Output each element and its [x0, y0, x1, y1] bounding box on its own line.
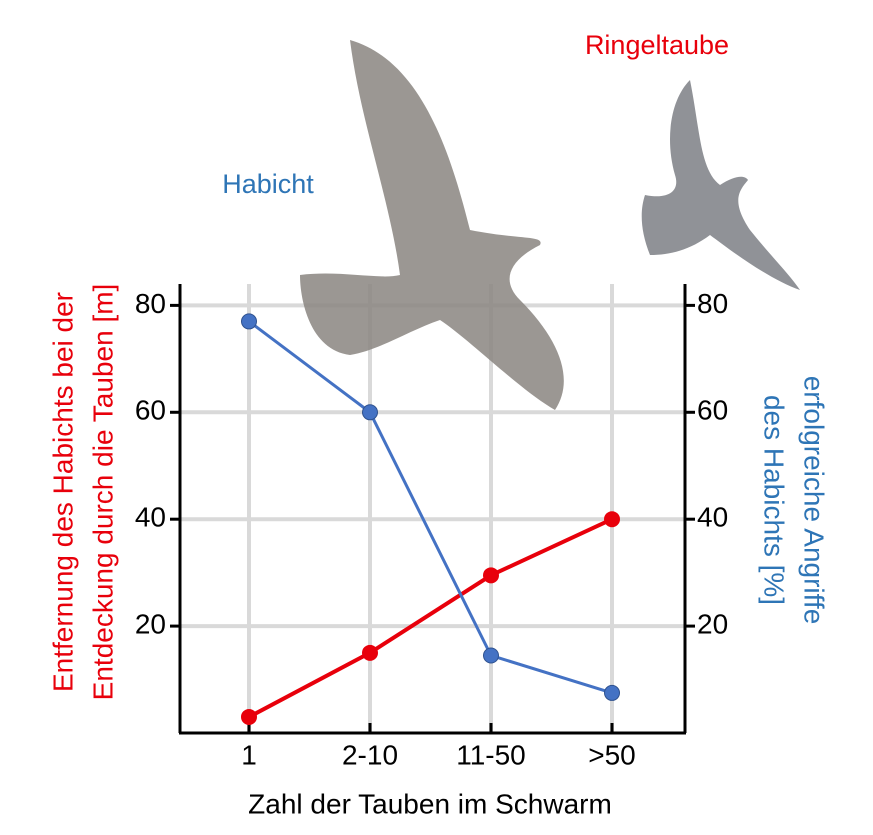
series-line — [248, 517, 613, 719]
data-point — [604, 684, 620, 701]
data-point — [483, 647, 499, 664]
hawk-illustration — [300, 40, 564, 410]
y2-tick-label: 40 — [697, 502, 728, 533]
series-line — [248, 320, 613, 695]
x-tick-label: 11-50 — [456, 739, 526, 770]
y-axis-label: Entdeckung durch die Tauben [m] — [87, 284, 118, 701]
y2-tick-label: 60 — [697, 395, 728, 426]
annotation: Habicht — [222, 169, 314, 199]
y-tick-label: 60 — [135, 395, 166, 426]
y-tick-label: 80 — [135, 288, 166, 319]
annotation: Ringeltaube — [585, 30, 729, 60]
plot-area — [180, 284, 685, 733]
y2-axis-label: erfolgreiche Angriffe — [799, 376, 830, 625]
x-tick-label: 1 — [241, 739, 257, 770]
pigeon-illustration — [641, 80, 800, 290]
y-axis-label: Entfernung des Habichts bei der — [47, 292, 78, 692]
data-point — [483, 567, 499, 584]
data-point — [362, 404, 378, 421]
y-tick-label: 20 — [135, 608, 166, 639]
data-point — [241, 708, 257, 725]
data-point — [604, 511, 620, 528]
x-axis-label: Zahl der Tauben im Schwarm — [248, 788, 612, 819]
y2-axis-label: des Habichts [%] — [759, 395, 790, 605]
x-tick-label: 2-10 — [342, 739, 398, 770]
y2-tick-label: 20 — [697, 608, 728, 639]
data-point — [241, 313, 257, 330]
y-tick-label: 40 — [135, 502, 166, 533]
y2-tick-label: 80 — [697, 288, 728, 319]
data-point — [362, 644, 378, 661]
x-tick-label: >50 — [588, 739, 636, 770]
